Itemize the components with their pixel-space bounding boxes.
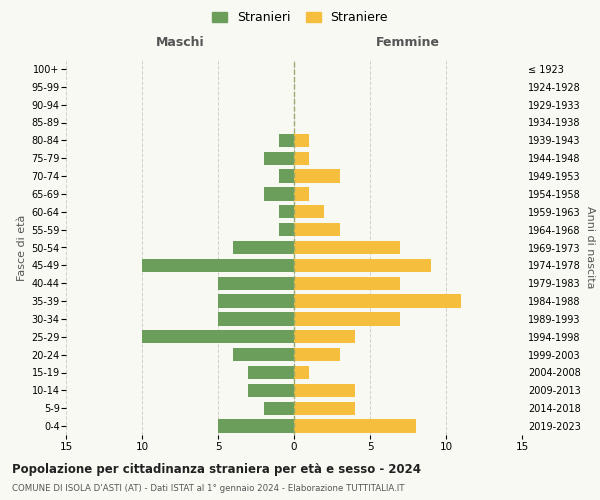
Bar [248, 384, 294, 397]
Bar [279, 205, 294, 218]
Bar [294, 187, 309, 200]
Bar [294, 402, 355, 415]
Bar [218, 294, 294, 308]
Bar [294, 330, 355, 344]
Bar [294, 241, 400, 254]
Bar [294, 258, 431, 272]
Bar [218, 420, 294, 433]
Y-axis label: Fasce di età: Fasce di età [17, 214, 27, 280]
Bar [142, 330, 294, 344]
Bar [294, 205, 325, 218]
Bar [263, 402, 294, 415]
Bar [142, 258, 294, 272]
Bar [294, 134, 309, 147]
Y-axis label: Anni di nascita: Anni di nascita [585, 206, 595, 289]
Legend: Stranieri, Straniere: Stranieri, Straniere [207, 6, 393, 29]
Bar [248, 366, 294, 379]
Bar [294, 312, 400, 326]
Bar [218, 312, 294, 326]
Bar [294, 276, 400, 290]
Bar [294, 294, 461, 308]
Bar [294, 152, 309, 165]
Bar [263, 152, 294, 165]
Bar [279, 170, 294, 183]
Bar [263, 187, 294, 200]
Bar [294, 170, 340, 183]
Bar [218, 276, 294, 290]
Bar [294, 384, 355, 397]
Bar [294, 223, 340, 236]
Bar [233, 241, 294, 254]
Bar [294, 420, 416, 433]
Bar [279, 223, 294, 236]
Bar [294, 366, 309, 379]
Text: Popolazione per cittadinanza straniera per età e sesso - 2024: Popolazione per cittadinanza straniera p… [12, 462, 421, 475]
Text: COMUNE DI ISOLA D'ASTI (AT) - Dati ISTAT al 1° gennaio 2024 - Elaborazione TUTTI: COMUNE DI ISOLA D'ASTI (AT) - Dati ISTAT… [12, 484, 404, 493]
Text: Femmine: Femmine [376, 36, 440, 50]
Text: Maschi: Maschi [155, 36, 205, 50]
Bar [279, 134, 294, 147]
Bar [233, 348, 294, 362]
Bar [294, 348, 340, 362]
